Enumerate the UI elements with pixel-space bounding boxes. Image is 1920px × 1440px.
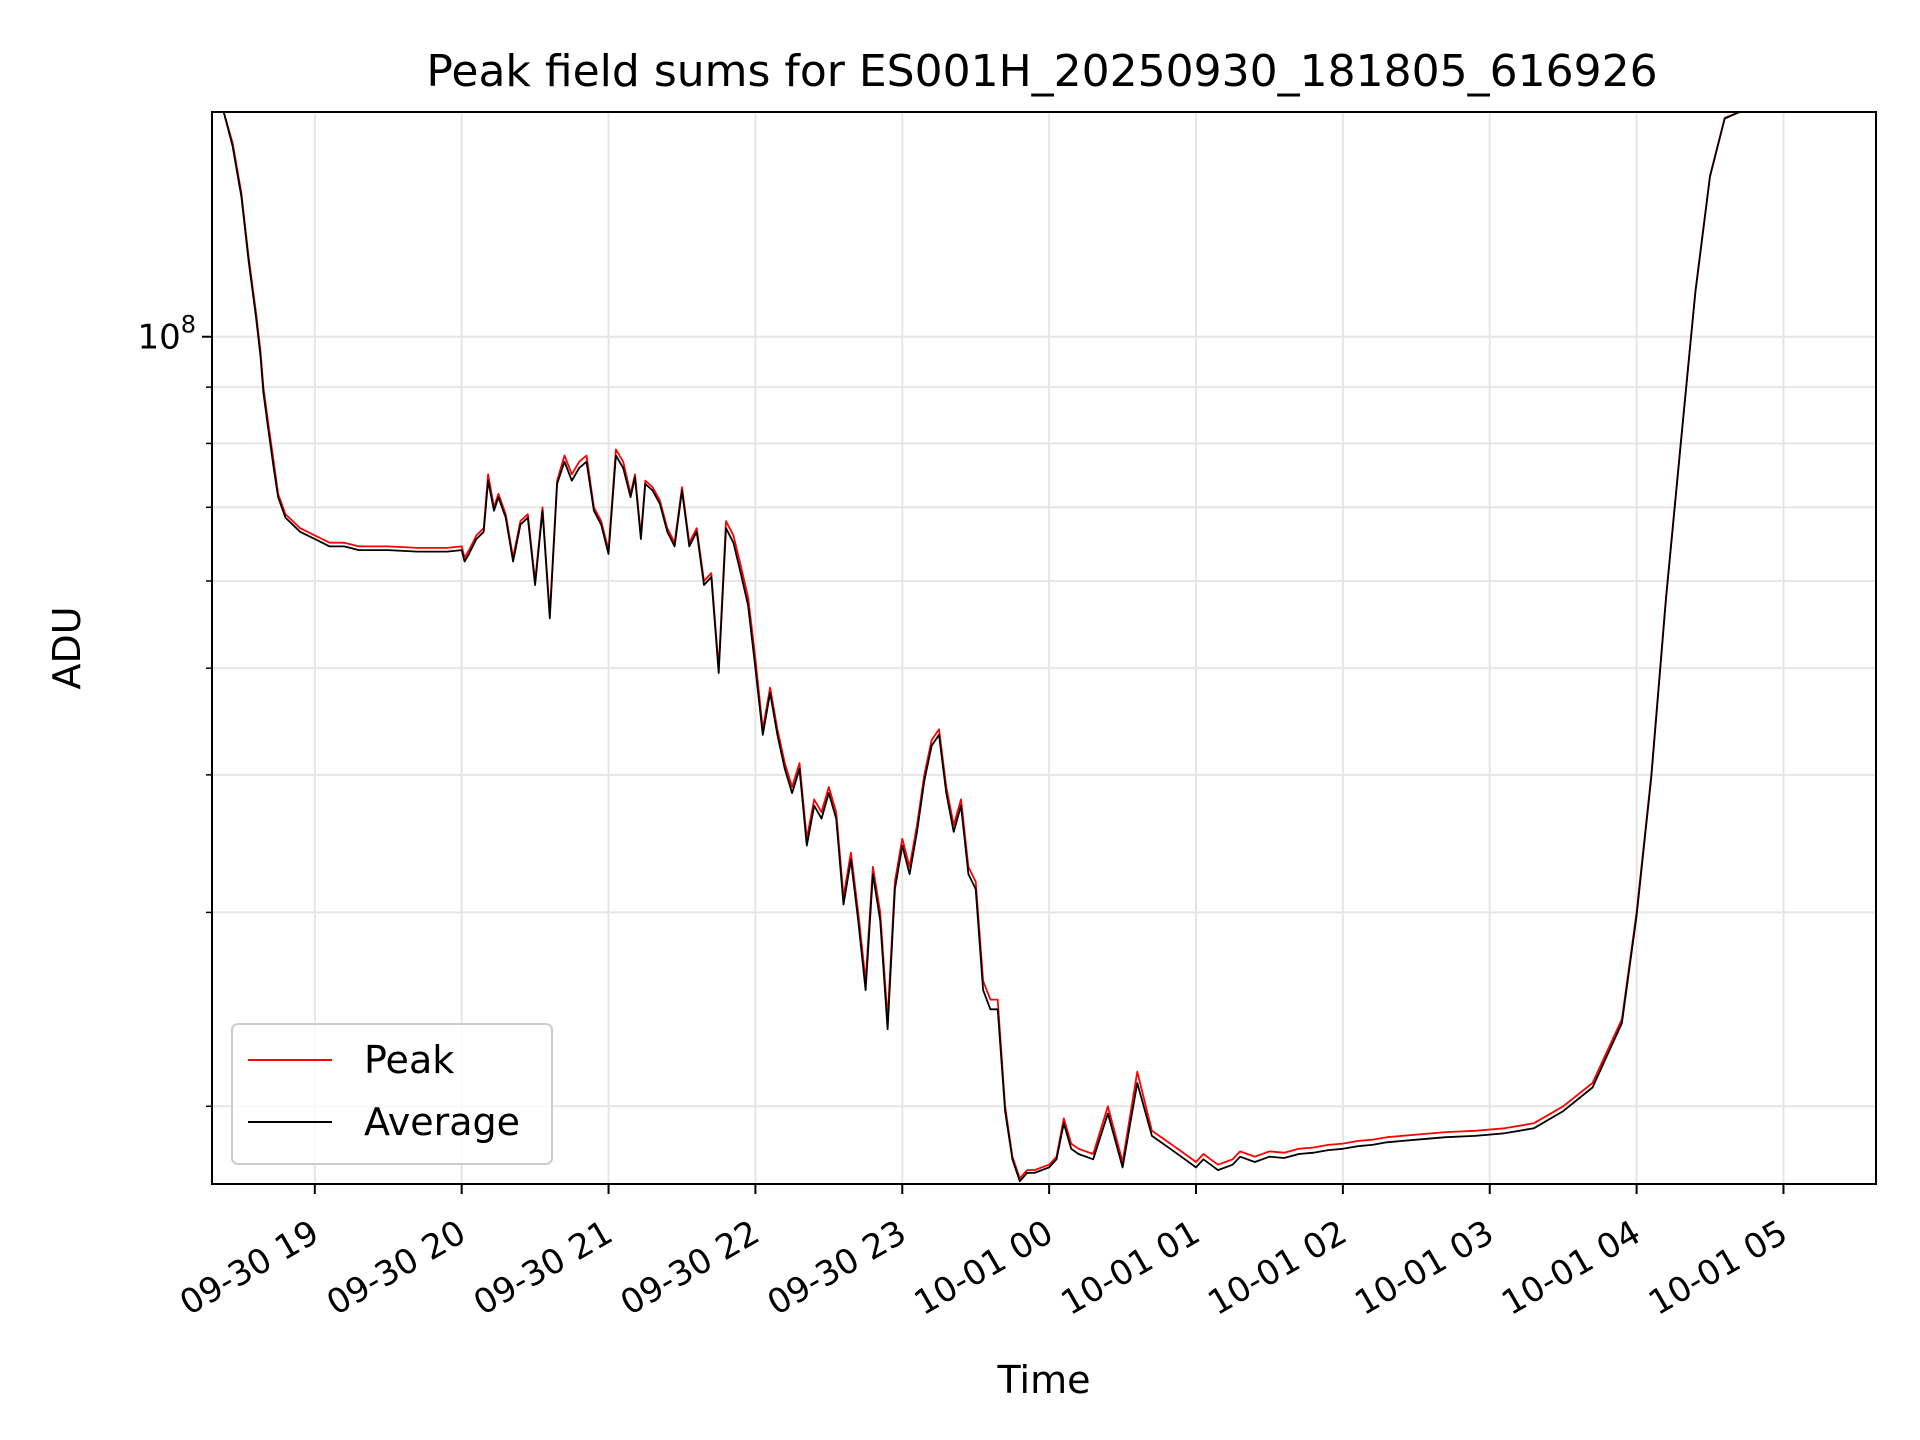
series-average-line (212, 112, 1755, 1183)
plot-area (212, 112, 1755, 1183)
x-tick-label: 10-01 04 (1495, 1213, 1647, 1324)
x-tick-label: 09-30 20 (320, 1213, 472, 1324)
y-axis-label: ADU (45, 606, 89, 689)
series-peak-line (212, 112, 1755, 1180)
x-tick-label: 10-01 02 (1201, 1213, 1353, 1324)
x-tick-label: 09-30 22 (614, 1213, 766, 1324)
x-tick-label: 09-30 21 (467, 1213, 619, 1324)
legend: Peak Average (231, 1023, 553, 1165)
chart-title: Peak field sums for ES001H_20250930_1818… (426, 46, 1657, 97)
x-tick-label: 10-01 00 (908, 1213, 1060, 1324)
y-axis: 108 (137, 311, 212, 1108)
x-tick-label: 10-01 05 (1642, 1213, 1794, 1324)
x-axis-label: Time (997, 1358, 1091, 1402)
x-tick-label: 10-01 03 (1348, 1213, 1500, 1324)
x-tick-label: 09-30 19 (173, 1213, 325, 1324)
legend-peak-label: Peak (364, 1038, 454, 1082)
plot-frame (211, 111, 1877, 1185)
x-tick-label: 09-30 23 (761, 1213, 913, 1324)
y-tick-label: 108 (137, 311, 196, 358)
legend-average-label: Average (364, 1100, 520, 1144)
x-tick-label: 10-01 01 (1055, 1213, 1207, 1324)
